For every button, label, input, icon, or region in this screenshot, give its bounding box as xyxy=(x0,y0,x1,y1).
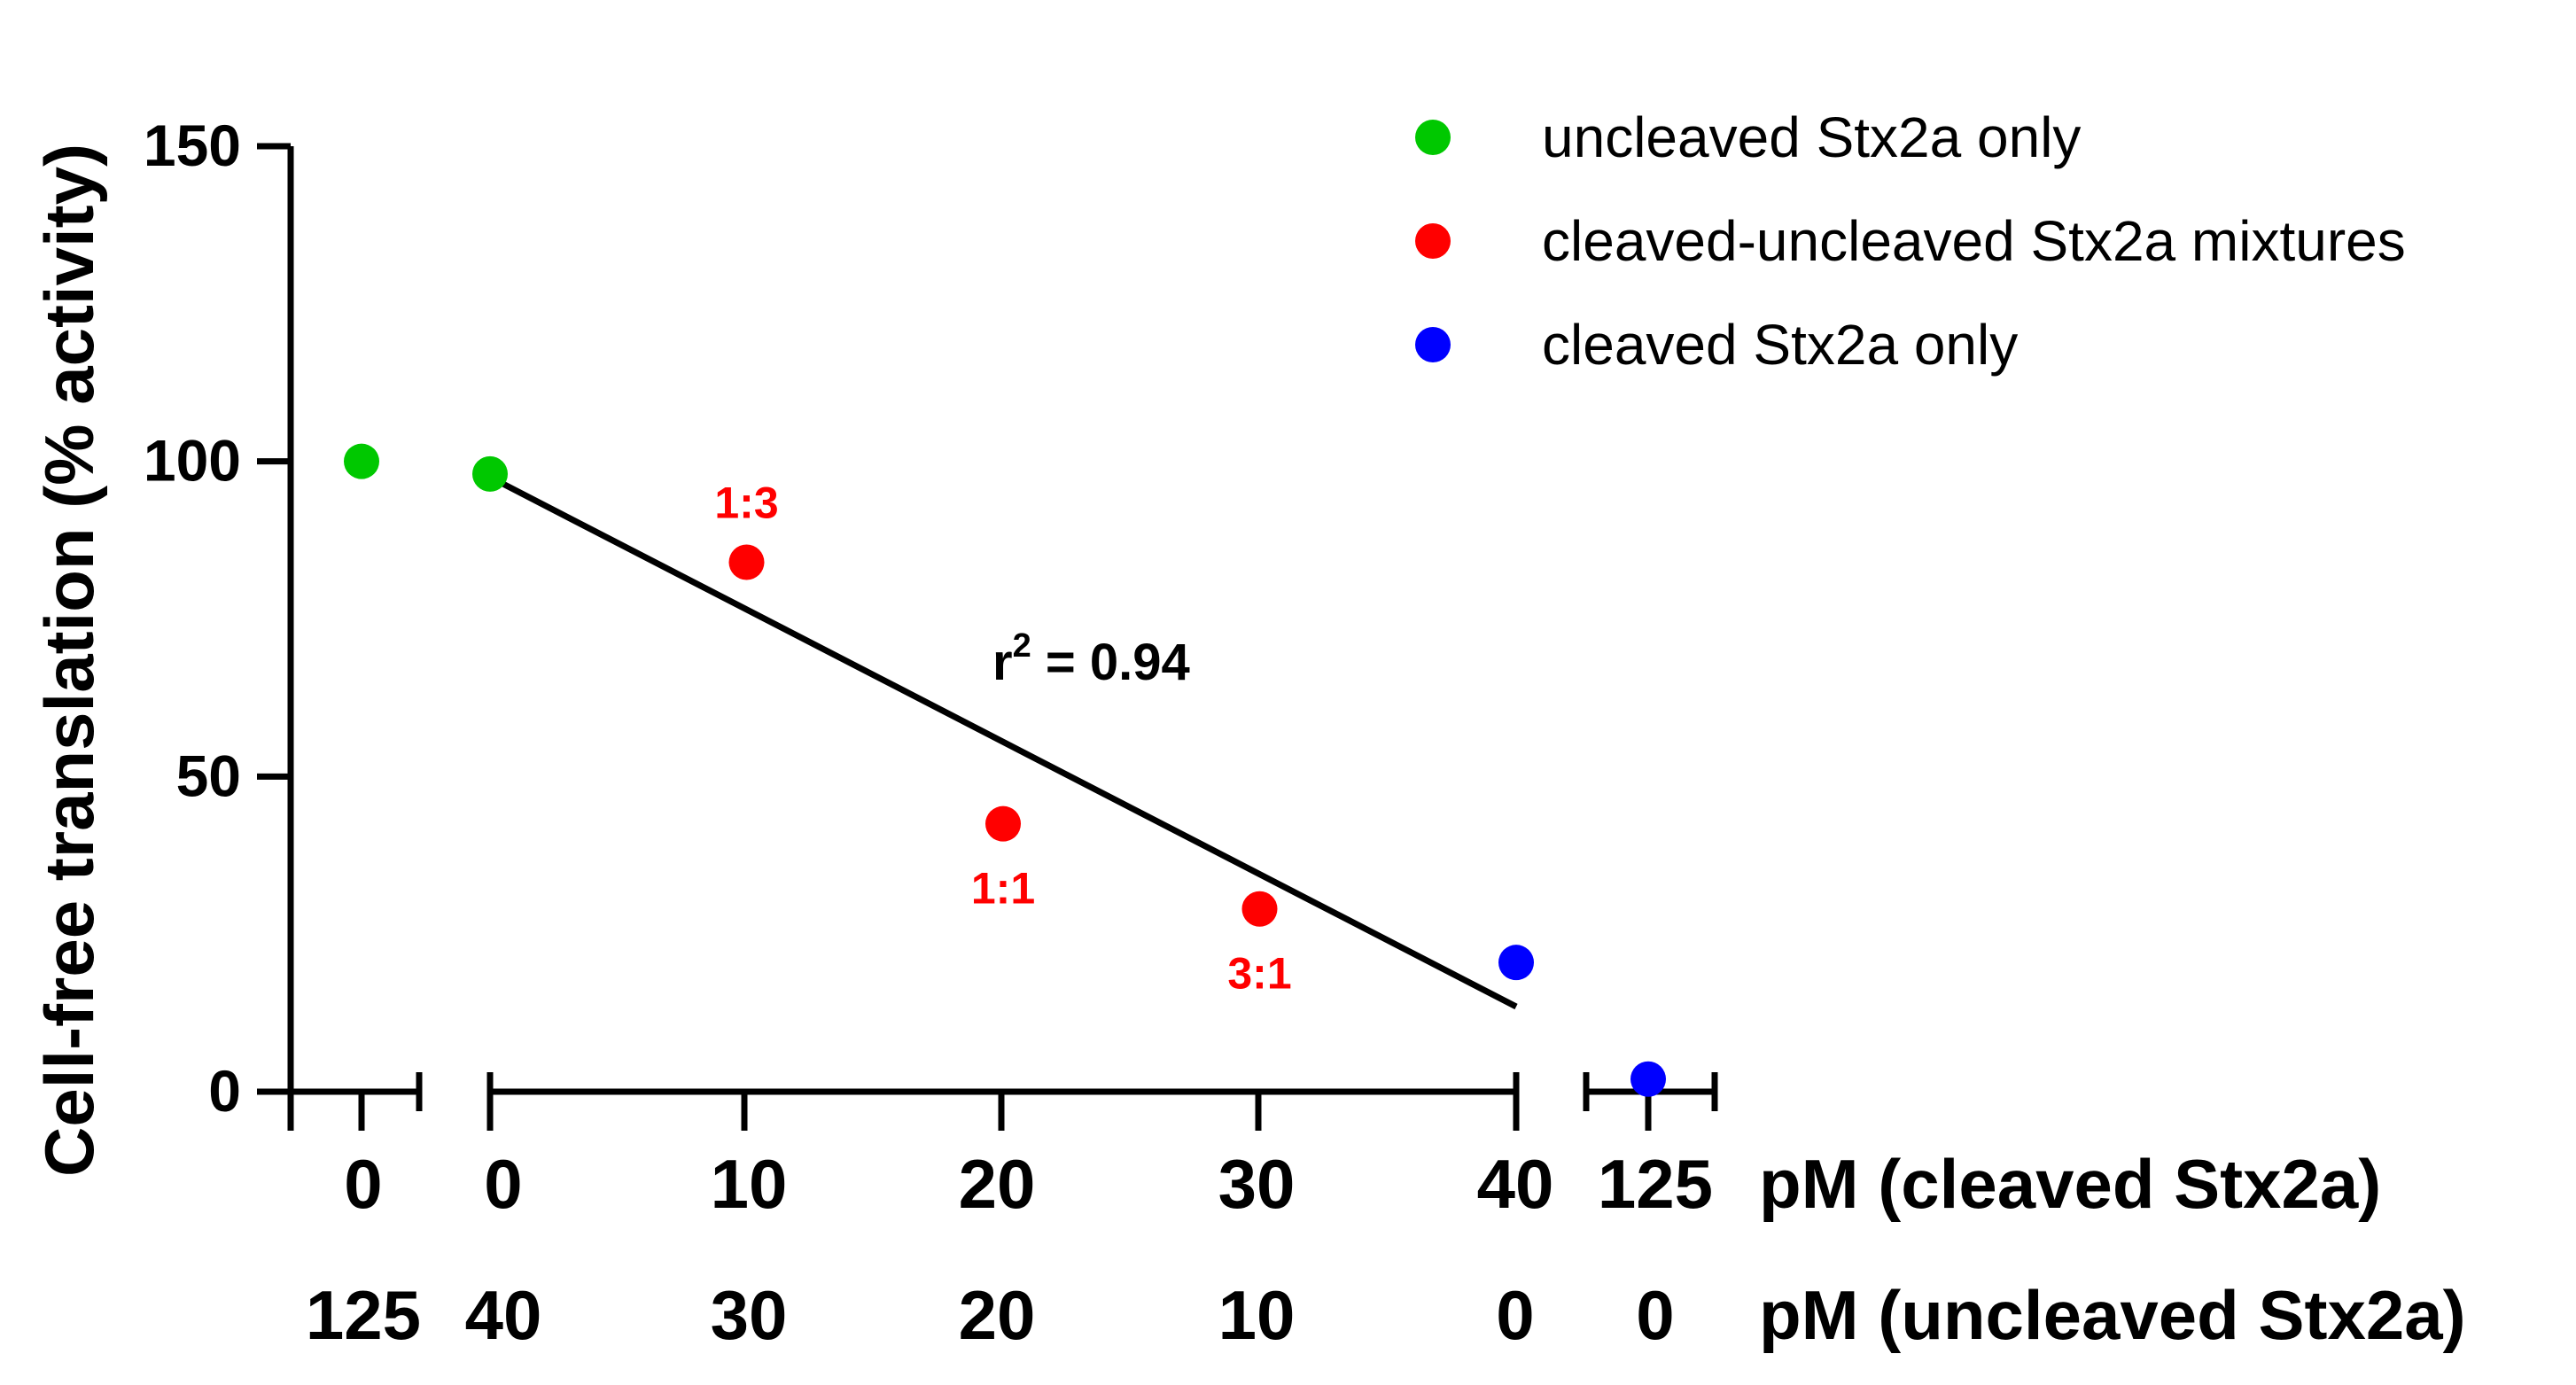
y-tick-label: 50 xyxy=(176,743,241,808)
legend-marker xyxy=(1415,223,1451,259)
x-axis-title-uncleaved: pM (uncleaved Stx2a) xyxy=(1759,1276,2466,1354)
data-point xyxy=(1630,1061,1666,1097)
x-tick-label-uncleaved: 30 xyxy=(711,1276,788,1354)
point-ratio-label: 3:1 xyxy=(1227,949,1291,999)
y-tick-label: 150 xyxy=(144,113,241,178)
x-tick-label-cleaved: 40 xyxy=(1477,1145,1554,1223)
x-tick-label-cleaved: 30 xyxy=(1218,1145,1296,1223)
x-tick-label-uncleaved: 40 xyxy=(465,1276,542,1354)
data-point xyxy=(1241,891,1278,927)
x-tick-label-uncleaved: 0 xyxy=(1496,1276,1534,1354)
x-tick-labels: 0 125 0 40 10 30 20 20 30 10 40 0 125 0 xyxy=(306,1145,1713,1354)
x-tick-label-cleaved: 20 xyxy=(959,1145,1036,1223)
data-point xyxy=(728,544,765,580)
legend-marker xyxy=(1415,120,1451,155)
x-axis xyxy=(287,1072,1718,1131)
x-tick-label-uncleaved: 0 xyxy=(1636,1276,1674,1354)
regression-line xyxy=(488,474,1518,1010)
point-ratio-label: 1:3 xyxy=(714,478,778,527)
point-ratio-label: 1:1 xyxy=(971,864,1035,914)
legend-label: uncleaved Stx2a only xyxy=(1542,105,2081,169)
data-point xyxy=(985,805,1021,842)
data-point xyxy=(1498,945,1534,981)
data-points: 1:3 1:1 3:1 xyxy=(344,443,1666,1097)
data-point xyxy=(472,455,508,492)
legend-label: cleaved-uncleaved Stx2a mixtures xyxy=(1542,209,2406,273)
x-tick-label-uncleaved: 20 xyxy=(959,1276,1036,1354)
legend: uncleaved Stx2a only cleaved-uncleaved St… xyxy=(1415,105,2406,377)
x-tick-label-cleaved: 125 xyxy=(1598,1145,1713,1223)
x-tick-label-cleaved: 0 xyxy=(484,1145,522,1223)
y-axis: 0 50 100 150 xyxy=(144,113,294,1131)
y-tick-label: 100 xyxy=(144,428,241,494)
x-tick-label-uncleaved: 10 xyxy=(1218,1276,1296,1354)
legend-marker xyxy=(1415,327,1451,362)
y-axis-title: Cell-free translation (% activity) xyxy=(30,144,108,1177)
legend-label: cleaved Stx2a only xyxy=(1542,313,2018,377)
x-tick-label-cleaved: 10 xyxy=(711,1145,788,1223)
y-tick-label: 0 xyxy=(208,1058,241,1124)
x-tick-label-uncleaved: 125 xyxy=(306,1276,421,1354)
r-squared-label: r2 = 0.94 xyxy=(992,627,1190,691)
data-point xyxy=(344,443,379,479)
x-tick-label-cleaved: 0 xyxy=(344,1145,382,1223)
x-axis-title-cleaved: pM (cleaved Stx2a) xyxy=(1759,1145,2381,1223)
